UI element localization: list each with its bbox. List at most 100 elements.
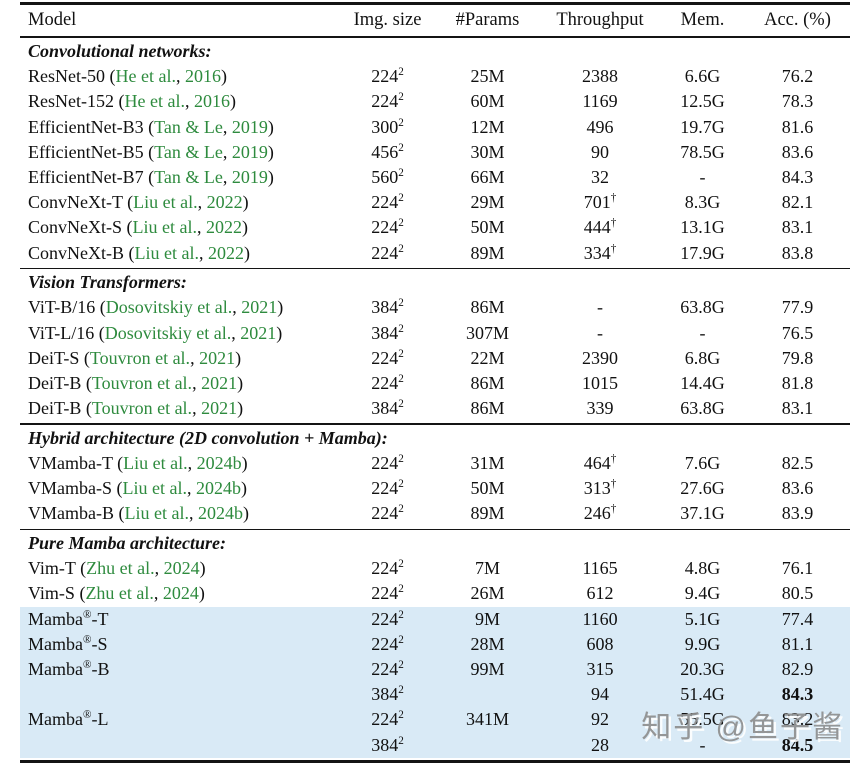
- citation-link[interactable]: (Touvron et al., 2021): [81, 398, 244, 419]
- citation-year[interactable]: 2024b: [195, 478, 241, 499]
- table-row: ViT-B/16 (Dosovitskiy et al., 2021) 3842 8…: [20, 295, 850, 320]
- citation-year[interactable]: 2016: [193, 91, 230, 112]
- throughput-cell: -: [540, 295, 660, 320]
- citation-authors[interactable]: Liu et al.: [123, 453, 188, 473]
- citation-authors[interactable]: Touvron et al.: [89, 347, 191, 368]
- citation-year[interactable]: 2022: [207, 242, 244, 263]
- mem-cell: 6.8G: [684, 347, 721, 368]
- throughput-cell: 2388: [540, 64, 660, 89]
- citation-link[interactable]: (Tan & Le, 2019): [143, 141, 274, 162]
- model-cell: Mamba®-L: [20, 707, 340, 732]
- mem-cell: 4.8G: [684, 558, 721, 579]
- citation-year[interactable]: 2021: [240, 322, 277, 343]
- section-header-row: Hybrid architecture (2D convolution + Ma…: [20, 426, 850, 451]
- citation-year[interactable]: 2024: [162, 583, 199, 604]
- citation-link[interactable]: (Liu et al., 2024b): [112, 453, 248, 473]
- citation-year[interactable]: 2021: [199, 347, 236, 368]
- citation-year[interactable]: 2022: [206, 192, 243, 213]
- citation-link[interactable]: (Liu et al., 2024b): [112, 478, 247, 499]
- citation-authors[interactable]: Touvron et al.: [91, 398, 193, 419]
- acc-cell: 76.1: [781, 558, 814, 579]
- citation-year[interactable]: 2024: [163, 558, 200, 579]
- acc-cell: 78.3: [781, 91, 814, 112]
- table-row: VMamba-B (Liu et al., 2024b) 2242 89M 246† 3…: [20, 501, 850, 526]
- img-size-value: 224: [371, 709, 399, 730]
- citation-link[interactable]: (Dosovitskiy et al., 2021): [95, 297, 284, 318]
- img-size-exponent: 2: [398, 684, 404, 697]
- citation-year[interactable]: 2019: [231, 141, 268, 162]
- mem-cell: 55.5G: [680, 709, 725, 730]
- citation-link[interactable]: (Liu et al., 2024b): [113, 503, 249, 524]
- citation-year[interactable]: 2024b: [196, 453, 242, 473]
- img-size-cell: 2242: [340, 346, 435, 371]
- img-size-exponent: 2: [398, 709, 404, 722]
- citation-authors[interactable]: Liu et al.: [134, 242, 199, 263]
- throughput-value: 315: [586, 659, 614, 679]
- model-cell: EfficientNet-B5 (Tan & Le, 2019): [20, 140, 340, 165]
- section-header: Pure Mamba architecture:: [28, 533, 226, 554]
- citation-year[interactable]: 2022: [205, 217, 242, 238]
- mem-cell: 13.1G: [680, 217, 725, 238]
- model-cell: DeiT-S (Touvron et al., 2021): [20, 346, 340, 371]
- params-cell: 28M: [470, 633, 505, 654]
- citation-year[interactable]: 2021: [241, 297, 278, 318]
- citation-authors[interactable]: Dosovitskiy et al.: [104, 322, 232, 343]
- citation-authors[interactable]: Zhu et al.: [85, 583, 154, 604]
- table-row: EfficientNet-B3 (Tan & Le, 2019) 3002 12M 4…: [20, 115, 850, 140]
- citation-link[interactable]: (Liu et al., 2022): [124, 242, 250, 263]
- params-cell: 31M: [470, 453, 505, 473]
- citation-authors[interactable]: Tan & Le: [154, 141, 223, 162]
- citation-authors[interactable]: He et al.: [124, 91, 185, 112]
- model-size-suffix: -T: [91, 608, 109, 629]
- citation-year[interactable]: 2024b: [197, 503, 243, 524]
- table-row: Mamba®-S 2242 28M 608 9.9G 81.1: [20, 631, 850, 657]
- img-size-exponent: 2: [398, 583, 404, 596]
- citation-link[interactable]: (He et al., 2016): [104, 66, 227, 87]
- throughput-value: 2390: [582, 347, 618, 368]
- citation-link[interactable]: (Liu et al., 2022): [122, 217, 248, 238]
- params-cell: 86M: [470, 398, 505, 419]
- citation-link[interactable]: (Tan & Le, 2019): [143, 116, 274, 137]
- citation-authors[interactable]: He et al.: [115, 66, 176, 87]
- citation-link[interactable]: (Touvron et al., 2021): [81, 372, 244, 393]
- model-cell: ResNet-50 (He et al., 2016): [20, 64, 340, 89]
- mem-cell: 51.4G: [680, 684, 725, 705]
- img-size-value: 300: [371, 116, 399, 137]
- citation-authors[interactable]: Liu et al.: [122, 478, 187, 499]
- table-body: Convolutional networks: ResNet-50 (He et …: [20, 38, 850, 760]
- citation-authors[interactable]: Liu et al.: [132, 217, 197, 238]
- citation-year[interactable]: 2019: [231, 116, 268, 137]
- citation-link[interactable]: (Tan & Le, 2019): [143, 166, 274, 187]
- citation-authors[interactable]: Liu et al.: [133, 192, 198, 213]
- img-size-exponent: 2: [398, 398, 404, 411]
- citation-authors[interactable]: Liu et al.: [124, 503, 189, 524]
- img-size-cell: 2242: [340, 707, 435, 732]
- citation-authors[interactable]: Zhu et al.: [86, 558, 155, 579]
- citation-authors[interactable]: Touvron et al.: [91, 372, 193, 393]
- img-size-exponent: 2: [398, 192, 404, 205]
- img-size-exponent: 2: [398, 453, 404, 465]
- citation-year[interactable]: 2016: [184, 66, 221, 87]
- citation-year[interactable]: 2019: [231, 166, 268, 187]
- citation-year[interactable]: 2021: [201, 398, 238, 419]
- column-header-params: #Params: [455, 10, 520, 30]
- params-cell: 86M: [470, 297, 505, 318]
- section-header: Hybrid architecture (2D convolution + Ma…: [28, 427, 388, 448]
- citation-link[interactable]: (Dosovitskiy et al., 2021): [94, 322, 283, 343]
- citation-link[interactable]: (He et al., 2016): [113, 91, 236, 112]
- citation-authors[interactable]: Tan & Le: [154, 116, 223, 137]
- citation-link[interactable]: (Liu et al., 2022): [122, 192, 249, 213]
- img-size-value: 560: [371, 166, 399, 187]
- citation-link[interactable]: (Zhu et al., 2024): [75, 558, 206, 579]
- img-size-value: 224: [371, 192, 399, 213]
- img-size-exponent: 2: [398, 91, 404, 104]
- model-name: DeiT-B: [28, 398, 82, 419]
- params-cell: 9M: [474, 608, 500, 629]
- citation-authors[interactable]: Tan & Le: [154, 166, 223, 187]
- citation-link[interactable]: (Zhu et al., 2024): [74, 583, 205, 604]
- citation-authors[interactable]: Dosovitskiy et al.: [105, 297, 233, 318]
- citation-year[interactable]: 2021: [201, 372, 238, 393]
- img-size-value: 224: [371, 453, 399, 473]
- mem-cell: 37.1G: [680, 503, 725, 524]
- citation-link[interactable]: (Touvron et al., 2021): [79, 347, 242, 368]
